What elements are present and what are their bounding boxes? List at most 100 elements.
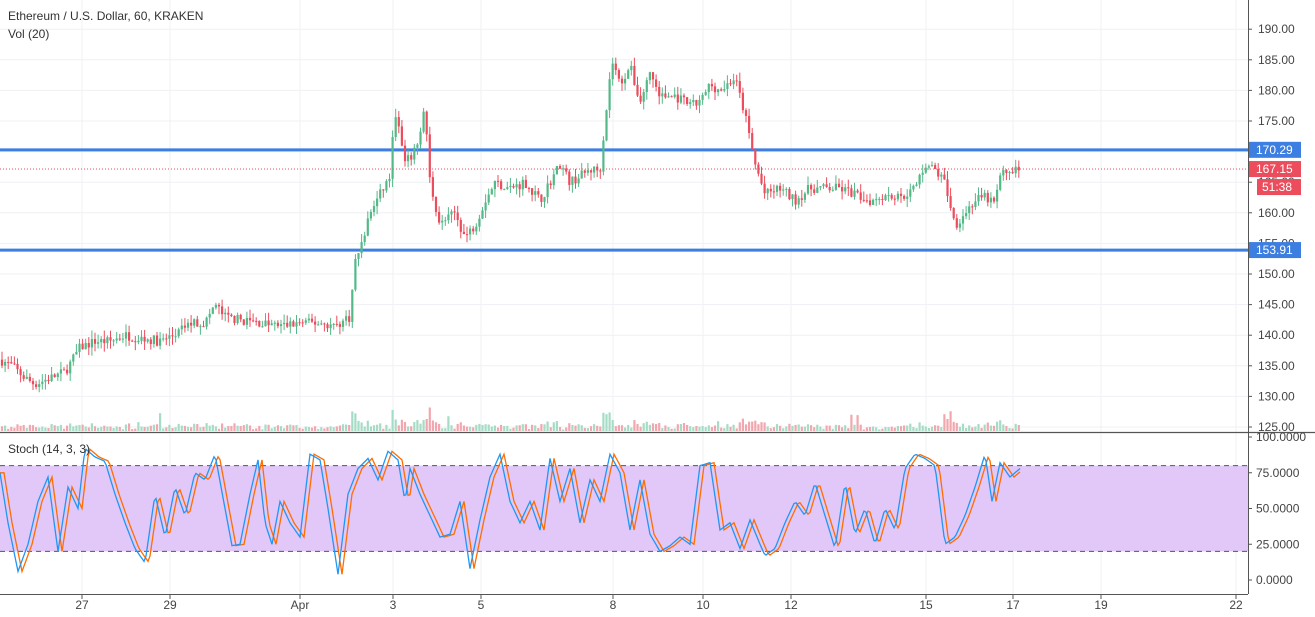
volume-bar xyxy=(627,424,630,431)
volume-bar xyxy=(385,424,388,431)
time-tick-label: 8 xyxy=(610,598,617,612)
volume-bar xyxy=(540,424,543,431)
volume-bar xyxy=(177,423,180,431)
candle-body xyxy=(717,89,720,93)
candle-body xyxy=(645,80,648,93)
candle-body xyxy=(81,343,84,350)
candle-body xyxy=(763,183,766,194)
volume-bar xyxy=(453,428,456,431)
candle-body xyxy=(379,189,382,199)
volume-bar xyxy=(695,425,698,431)
stoch-legend[interactable]: Stoch (14, 3, 3) xyxy=(8,442,90,456)
volume-bar xyxy=(16,424,19,431)
candle-body xyxy=(41,381,44,385)
price-tick-label: 180.00 xyxy=(1258,83,1295,97)
volume-bar xyxy=(844,425,847,431)
volume-bar xyxy=(292,425,295,431)
candle-body xyxy=(500,181,503,190)
candle-body xyxy=(741,92,744,111)
candle-body xyxy=(190,322,193,326)
volume-bar xyxy=(558,427,562,431)
volume-bar xyxy=(4,425,7,431)
candle-body xyxy=(245,317,248,325)
candle-body xyxy=(183,325,186,328)
candle-body xyxy=(602,140,605,172)
volume-bar xyxy=(13,427,16,431)
volume-bar xyxy=(971,427,974,431)
volume-bar xyxy=(419,423,422,431)
volume-bar xyxy=(720,427,723,431)
volume-bar xyxy=(735,428,738,431)
candle-body xyxy=(887,194,890,196)
candle-body xyxy=(394,117,397,138)
candle-body xyxy=(385,181,388,191)
candle-body xyxy=(723,89,726,91)
candle-body xyxy=(276,322,279,327)
candle-body xyxy=(382,189,385,191)
volume-bar xyxy=(949,411,952,431)
candle-body xyxy=(930,165,934,167)
volume-bar xyxy=(140,426,143,431)
volume-bar xyxy=(434,422,438,431)
stoch-tick-label: 50.0000 xyxy=(1256,502,1300,516)
volume-bar xyxy=(605,414,608,431)
candle-body xyxy=(599,170,602,172)
candle-body xyxy=(884,195,887,201)
volume-bar xyxy=(168,424,171,431)
volume-bar xyxy=(400,419,403,431)
volume-bar xyxy=(69,423,72,431)
candle-body xyxy=(10,362,13,364)
volume-bar xyxy=(958,426,961,431)
volume-bar xyxy=(78,424,81,431)
volume-bar xyxy=(531,424,534,431)
time-tick-label: Apr xyxy=(291,598,310,612)
volume-bar xyxy=(909,423,912,431)
volume-bar xyxy=(961,423,965,431)
volume-bar xyxy=(447,416,450,431)
time-tick-label: 29 xyxy=(163,598,177,612)
stoch-axis[interactable]: 100.0000 75.0000 50.0000 25.0000 0.0000 xyxy=(1248,430,1306,587)
chart-title[interactable]: Ethereum / U.S. Dollar, 60, KRAKEN xyxy=(8,9,203,23)
volume-bar xyxy=(853,424,856,431)
candle-body xyxy=(568,171,571,185)
candle-body xyxy=(255,320,258,322)
volume-bar xyxy=(19,425,22,431)
candle-body xyxy=(695,100,698,106)
candle-body xyxy=(624,78,627,84)
candle-body xyxy=(853,190,856,197)
volume-bar xyxy=(952,421,955,431)
time-axis[interactable]: 27 29 Apr 3 5 8 10 12 15 17 19 22 xyxy=(75,594,1243,612)
candle-body xyxy=(958,223,961,228)
candle-body xyxy=(233,315,236,324)
candle-body xyxy=(252,320,255,322)
volume-bar xyxy=(912,427,915,431)
volume-bar xyxy=(323,428,326,431)
volume-bar xyxy=(658,422,661,431)
volume-bar xyxy=(1011,428,1014,431)
volume-bar xyxy=(112,427,115,431)
candle-body xyxy=(35,384,38,387)
volume-bar xyxy=(72,426,75,431)
time-tick-label: 15 xyxy=(919,598,933,612)
volume-legend[interactable]: Vol (20) xyxy=(8,27,49,41)
horizontal-lines[interactable] xyxy=(0,148,1248,252)
candle-body xyxy=(16,363,19,370)
candle-body xyxy=(841,187,844,192)
volume-bars xyxy=(0,407,1020,431)
price-tick-label: 125.00 xyxy=(1258,420,1295,434)
candle-body xyxy=(546,183,549,198)
volume-bar xyxy=(930,426,934,431)
candle-body xyxy=(469,228,472,235)
volume-bar xyxy=(763,422,766,431)
candle-body xyxy=(710,83,713,87)
volume-bar xyxy=(992,425,996,431)
volume-bar xyxy=(22,424,25,431)
volume-bar xyxy=(44,427,47,431)
candle-body xyxy=(903,195,906,199)
volume-bar xyxy=(865,427,868,431)
volume-bar xyxy=(202,426,205,431)
candle-body xyxy=(540,194,543,202)
candle-body xyxy=(738,81,741,93)
candle-body xyxy=(199,326,202,328)
